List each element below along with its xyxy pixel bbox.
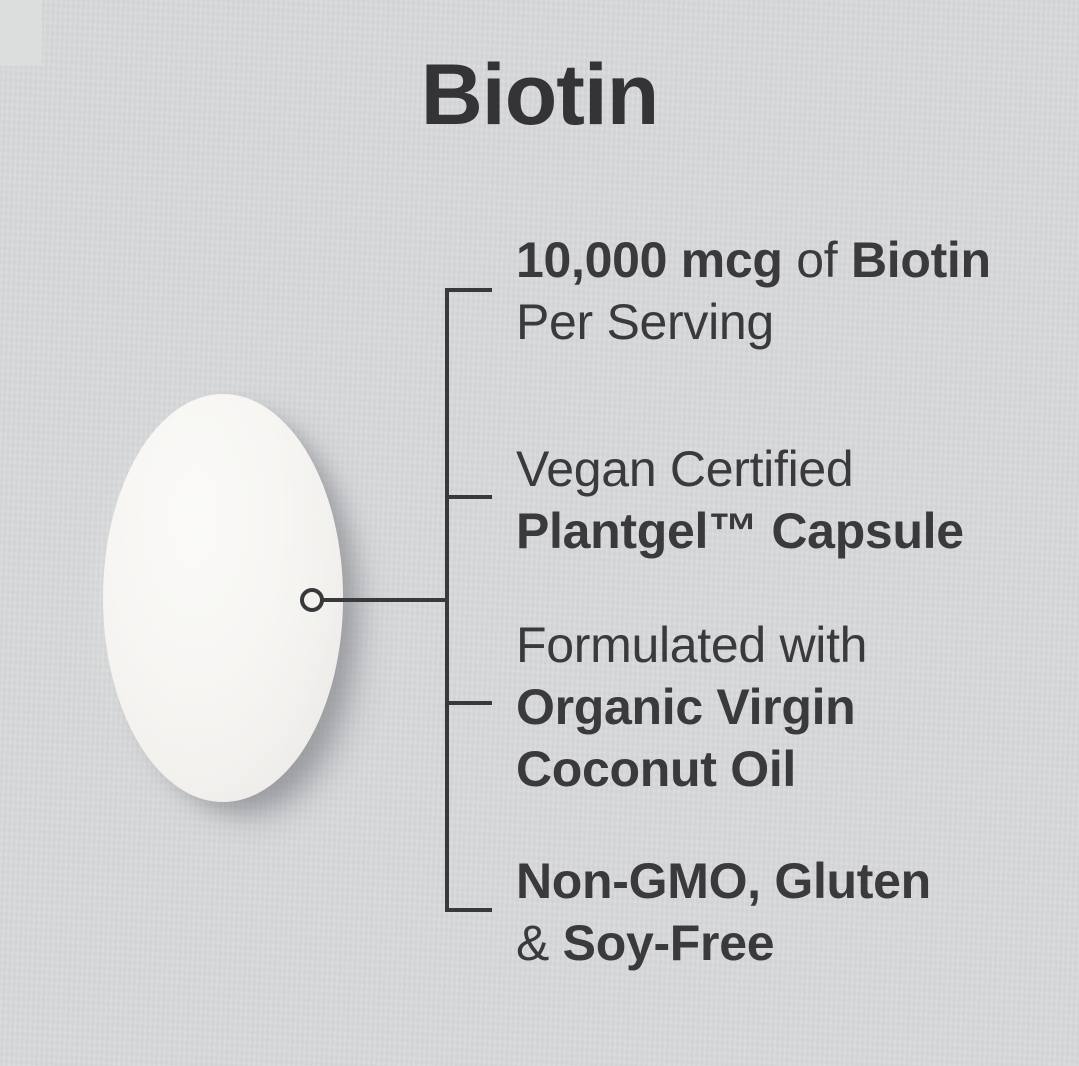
feature-line: Plantgel™ Capsule — [516, 500, 964, 562]
feature-line: Coconut Oil — [516, 738, 867, 800]
feature-line: Formulated with — [516, 614, 868, 676]
feature-coconut-oil: Formulated with Organic Virgin Coconut O… — [516, 614, 868, 800]
callout-tick-4 — [445, 908, 492, 912]
feature-line: Per Serving — [516, 291, 991, 353]
callout-bracket-line — [445, 288, 449, 912]
feature-text-segment: 10,000 mcg — [516, 232, 783, 288]
callout-circle-icon — [300, 588, 324, 612]
feature-line: 10,000 mcg of Biotin — [516, 229, 991, 291]
feature-line: Non-GMO, Gluten — [516, 850, 931, 912]
feature-text-segment: Vegan Certified — [516, 441, 854, 497]
callout-tick-1 — [445, 288, 492, 292]
product-title: Biotin — [420, 47, 660, 143]
feature-text-segment: & — [516, 915, 563, 971]
feature-text-segment: Plantgel™ Capsule — [516, 503, 964, 559]
feature-text-segment: Soy-Free — [562, 915, 775, 971]
feature-line: & Soy-Free — [516, 912, 931, 974]
callout-connector-line — [321, 598, 445, 602]
feature-line: Organic Virgin — [516, 676, 867, 738]
feature-text-segment: Formulated with — [516, 617, 868, 673]
corner-light-patch — [0, 0, 42, 66]
callout-tick-3 — [445, 701, 492, 705]
feature-non-gmo: Non-GMO, Gluten & Soy-Free — [516, 850, 931, 974]
callout-tick-2 — [445, 495, 492, 499]
feature-text-segment: Per Serving — [516, 294, 774, 350]
feature-text-segment: of — [782, 232, 851, 288]
feature-vegan-capsule: Vegan Certified Plantgel™ Capsule — [516, 438, 964, 562]
feature-dosage: 10,000 mcg of Biotin Per Serving — [516, 229, 991, 353]
feature-text-segment: Organic Virgin — [516, 679, 856, 735]
feature-text-segment: Coconut Oil — [516, 741, 797, 797]
feature-text-segment: Non-GMO, Gluten — [516, 853, 931, 909]
feature-line: Vegan Certified — [516, 438, 964, 500]
feature-text-segment: Biotin — [850, 232, 991, 288]
